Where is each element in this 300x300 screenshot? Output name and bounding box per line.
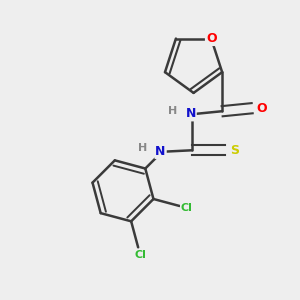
Text: H: H — [168, 106, 177, 116]
Text: S: S — [230, 144, 239, 157]
Text: O: O — [206, 32, 217, 45]
Text: N: N — [185, 107, 196, 120]
Text: Cl: Cl — [134, 250, 146, 260]
Text: H: H — [138, 143, 147, 153]
Text: Cl: Cl — [181, 203, 193, 213]
Text: O: O — [256, 102, 266, 115]
Text: N: N — [155, 145, 166, 158]
